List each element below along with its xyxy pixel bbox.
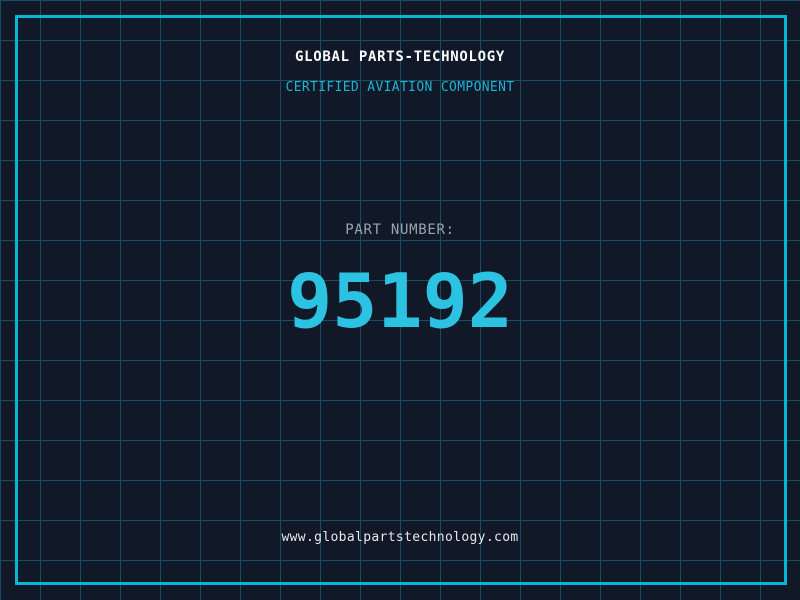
part-number-label: PART NUMBER: (345, 222, 455, 238)
company-title: GLOBAL PARTS-TECHNOLOGY (295, 49, 505, 65)
part-number-value: 95192 (287, 257, 513, 345)
website-url: www.globalpartstechnology.com (281, 530, 519, 545)
blueprint-frame-border (15, 15, 787, 585)
certification-subtitle: CERTIFIED AVIATION COMPONENT (285, 80, 515, 95)
